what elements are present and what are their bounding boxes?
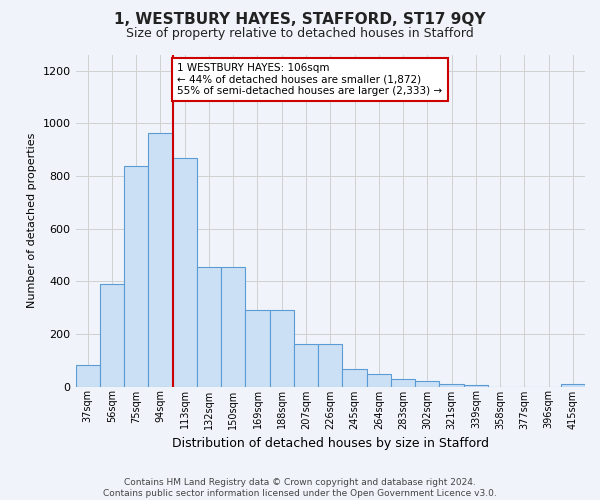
Bar bbox=[245, 310, 269, 386]
Bar bbox=[294, 344, 318, 387]
Bar bbox=[391, 378, 415, 386]
Bar bbox=[76, 366, 100, 386]
Bar bbox=[197, 267, 221, 386]
Text: Size of property relative to detached houses in Stafford: Size of property relative to detached ho… bbox=[126, 28, 474, 40]
Y-axis label: Number of detached properties: Number of detached properties bbox=[27, 133, 37, 308]
Bar bbox=[367, 374, 391, 386]
X-axis label: Distribution of detached houses by size in Stafford: Distribution of detached houses by size … bbox=[172, 437, 489, 450]
Bar bbox=[269, 310, 294, 386]
Bar bbox=[464, 385, 488, 386]
Text: Contains HM Land Registry data © Crown copyright and database right 2024.
Contai: Contains HM Land Registry data © Crown c… bbox=[103, 478, 497, 498]
Text: 1 WESTBURY HAYES: 106sqm
← 44% of detached houses are smaller (1,872)
55% of sem: 1 WESTBURY HAYES: 106sqm ← 44% of detach… bbox=[178, 63, 443, 96]
Bar bbox=[100, 284, 124, 386]
Bar bbox=[343, 370, 367, 386]
Text: 1, WESTBURY HAYES, STAFFORD, ST17 9QY: 1, WESTBURY HAYES, STAFFORD, ST17 9QY bbox=[114, 12, 486, 28]
Bar bbox=[318, 344, 343, 387]
Bar bbox=[173, 158, 197, 386]
Bar bbox=[221, 267, 245, 386]
Bar bbox=[415, 382, 439, 386]
Bar bbox=[561, 384, 585, 386]
Bar bbox=[124, 166, 148, 386]
Bar bbox=[148, 132, 173, 386]
Bar bbox=[439, 384, 464, 386]
